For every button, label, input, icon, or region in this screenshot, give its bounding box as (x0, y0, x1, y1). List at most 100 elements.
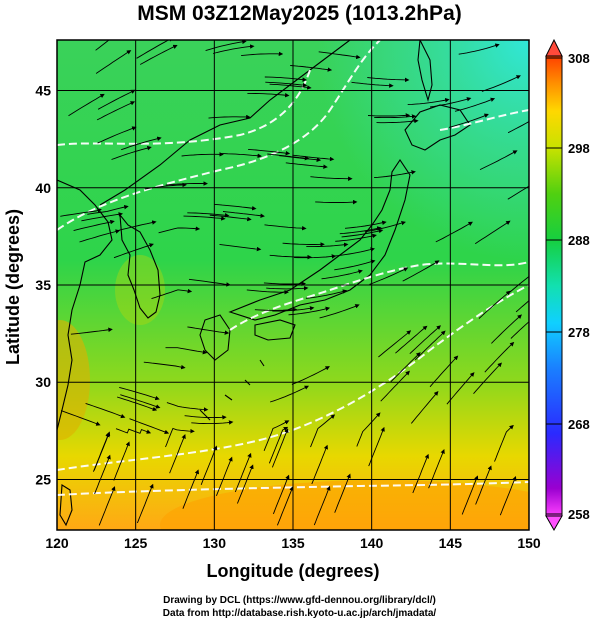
colorbar: 258 268 278 288 298 308 (545, 38, 590, 532)
streamline (315, 199, 358, 205)
streamline (374, 170, 416, 179)
streamline (121, 136, 162, 151)
streamline (310, 176, 353, 181)
coastline-sakhalin (417, 40, 433, 103)
streamline (134, 40, 137, 41)
coastline-kyushu (199, 314, 231, 361)
streamline (333, 247, 375, 257)
y-axis-label: Latitude (degrees) (3, 209, 23, 365)
streamline (269, 254, 312, 260)
streamline (282, 242, 325, 247)
coastline-ryukyu (199, 359, 265, 421)
streamline (200, 445, 218, 485)
streamline (507, 121, 529, 134)
streamline (446, 372, 475, 405)
coastline-honshu (228, 159, 411, 321)
streamline (120, 394, 161, 409)
streamline (68, 93, 105, 117)
streamline (335, 233, 377, 242)
streamline (187, 212, 230, 218)
streamline (191, 420, 234, 425)
streamline (402, 260, 440, 282)
x-tick-label: 150 (517, 535, 541, 551)
streamline (73, 219, 115, 232)
streamline (113, 243, 154, 259)
colorbar-max-triangle (545, 38, 563, 57)
streamline (136, 483, 154, 524)
streamline (96, 101, 136, 121)
streamline (165, 347, 208, 355)
streamline (458, 43, 500, 55)
streamline (187, 326, 230, 335)
y-tick-label: 35 (35, 277, 51, 293)
streamline (380, 370, 410, 402)
warm-region-korea (115, 255, 165, 325)
streamline (271, 428, 289, 468)
x-tick-label: 130 (203, 535, 227, 551)
wind-streamlines (60, 40, 529, 526)
streamline (448, 113, 489, 128)
x-tick-label: 135 (281, 535, 305, 551)
streamline (376, 118, 419, 124)
streamline (264, 76, 307, 82)
streamline (70, 327, 113, 335)
x-tick-label: 140 (360, 535, 384, 551)
streamline (209, 214, 252, 222)
streamline (474, 220, 511, 245)
streamline (310, 414, 336, 448)
streamline (285, 162, 328, 169)
streamline (473, 362, 502, 394)
streamline (266, 286, 309, 291)
streamline (292, 154, 335, 162)
streamline (356, 412, 381, 447)
streamline (158, 226, 201, 234)
coastline-korea (119, 213, 161, 319)
streamline (234, 452, 252, 493)
streamline (412, 453, 429, 494)
streamline (236, 464, 254, 504)
streamline (305, 289, 348, 299)
credit-dcl: Drawing by DCL (https://www.gfd-dennou.o… (163, 595, 436, 606)
streamline (215, 456, 233, 496)
streamline (272, 306, 315, 312)
streamline (272, 474, 290, 515)
streamline (98, 486, 116, 526)
streamline (378, 330, 412, 358)
streamline (509, 275, 529, 293)
streamline (263, 281, 307, 287)
streamline (319, 304, 360, 319)
streamline (435, 221, 473, 243)
streamline (367, 77, 410, 83)
streamline (344, 220, 387, 229)
streamline (288, 306, 331, 316)
coastlines (57, 40, 471, 527)
streamline (279, 155, 322, 163)
map-panel (56, 39, 530, 531)
streamline (341, 228, 384, 238)
colorbar-tick-label: 268 (568, 417, 590, 432)
streamline (369, 267, 409, 285)
streamline (481, 75, 521, 92)
colorbar-tick-label: 258 (568, 507, 590, 522)
streamline (428, 449, 445, 489)
streamline (136, 40, 174, 59)
streamline (184, 415, 227, 420)
streamline (268, 426, 289, 464)
streamline (334, 259, 376, 271)
streamline (151, 288, 193, 300)
streamline (143, 361, 186, 370)
streamline (318, 51, 361, 60)
streamline (119, 386, 160, 401)
streamline (60, 410, 101, 426)
streamline (248, 148, 291, 156)
streamline (395, 325, 428, 354)
streamline (475, 465, 492, 505)
streamline (219, 153, 263, 159)
streamline (507, 185, 529, 200)
streamline (94, 454, 111, 495)
streamline (510, 321, 529, 339)
streamline (461, 475, 479, 515)
streamline (208, 114, 251, 120)
streamline (79, 229, 121, 243)
streamline (60, 208, 102, 217)
